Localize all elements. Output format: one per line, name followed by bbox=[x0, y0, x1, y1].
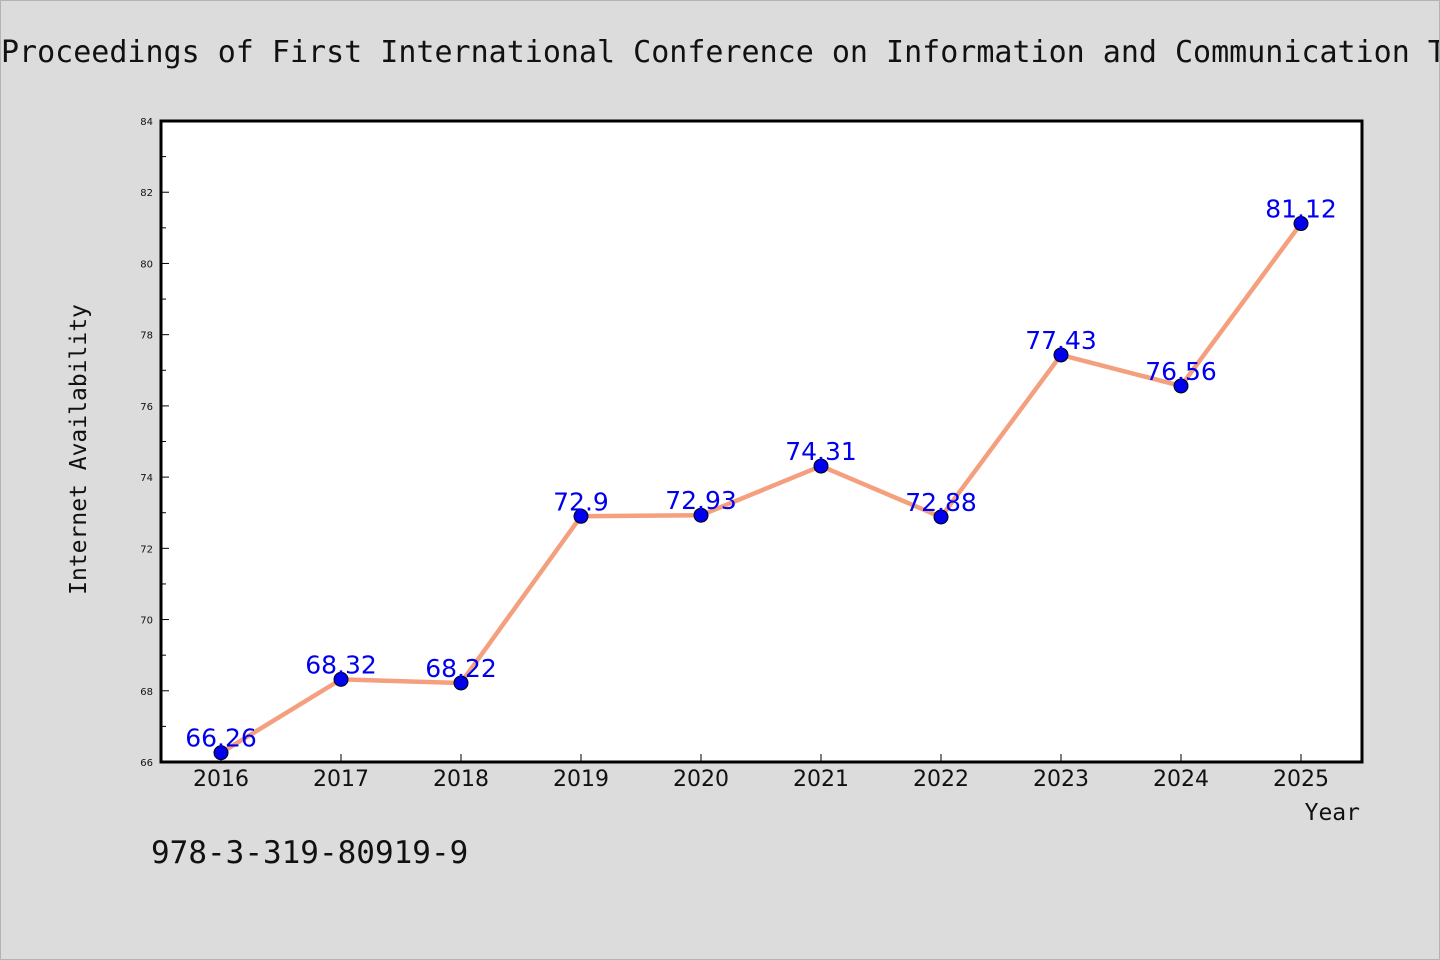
data-label: 72.93 bbox=[665, 486, 737, 515]
x-tick-label: 2025 bbox=[1273, 767, 1329, 792]
data-markers bbox=[213, 216, 1309, 761]
y-tick-label: 82 bbox=[140, 188, 153, 199]
data-point bbox=[1053, 347, 1069, 363]
y-tick-label: 66 bbox=[140, 758, 153, 769]
data-label: 68.32 bbox=[305, 650, 377, 679]
chart-title: Proceedings of First International Confe… bbox=[1, 35, 1440, 70]
data-labels: 66.26 68.32 68.22 72.9 72.93 74.31 72.88 77.43 7… bbox=[185, 195, 1337, 753]
x-tick-label: 2022 bbox=[913, 767, 969, 792]
y-tick-label: 78 bbox=[140, 331, 153, 342]
x-tick-label: 2021 bbox=[793, 767, 849, 792]
data-label: 74.31 bbox=[785, 437, 857, 466]
data-point bbox=[333, 671, 349, 687]
data-point bbox=[453, 675, 469, 691]
data-point bbox=[693, 507, 709, 523]
data-point bbox=[1293, 216, 1309, 232]
y-tick-label: 80 bbox=[140, 259, 153, 270]
axis-ticks: 66 68 70 72 74 76 78 80 82 84 2016 2017 2018 2019 2020… bbox=[140, 117, 1329, 792]
data-label: 66.26 bbox=[185, 724, 257, 753]
series-line bbox=[219, 222, 1303, 755]
data-label: 68.22 bbox=[425, 654, 497, 683]
isbn-text: 978-3-319-80919-9 bbox=[151, 835, 469, 871]
y-axis-title: Internet Availability bbox=[66, 304, 92, 595]
y-tick-label: 72 bbox=[140, 544, 153, 555]
plot-area bbox=[159, 119, 1364, 764]
data-point bbox=[933, 509, 949, 525]
x-tick-label: 2020 bbox=[673, 767, 729, 792]
y-tick-label: 70 bbox=[140, 616, 153, 627]
data-label: 72.88 bbox=[905, 488, 977, 517]
data-label: 81.12 bbox=[1265, 195, 1337, 224]
data-point bbox=[213, 745, 229, 761]
y-tick-label: 68 bbox=[140, 687, 153, 698]
x-tick-label: 2019 bbox=[553, 767, 609, 792]
x-tick-label: 2016 bbox=[193, 767, 249, 792]
x-tick-label: 2023 bbox=[1033, 767, 1089, 792]
data-point bbox=[1173, 378, 1189, 394]
y-tick-label: 84 bbox=[140, 117, 153, 128]
data-point bbox=[573, 508, 589, 524]
y-tick-label: 74 bbox=[140, 473, 153, 484]
data-point bbox=[813, 458, 829, 474]
y-tick-label: 76 bbox=[140, 402, 153, 413]
data-label: 76.56 bbox=[1145, 357, 1217, 386]
data-label: 77.43 bbox=[1025, 326, 1097, 355]
x-tick-label: 2018 bbox=[433, 767, 489, 792]
x-tick-label: 2017 bbox=[313, 767, 369, 792]
x-axis-title: Year bbox=[1305, 800, 1360, 826]
x-tick-label: 2024 bbox=[1153, 767, 1209, 792]
data-label: 72.9 bbox=[553, 487, 609, 516]
